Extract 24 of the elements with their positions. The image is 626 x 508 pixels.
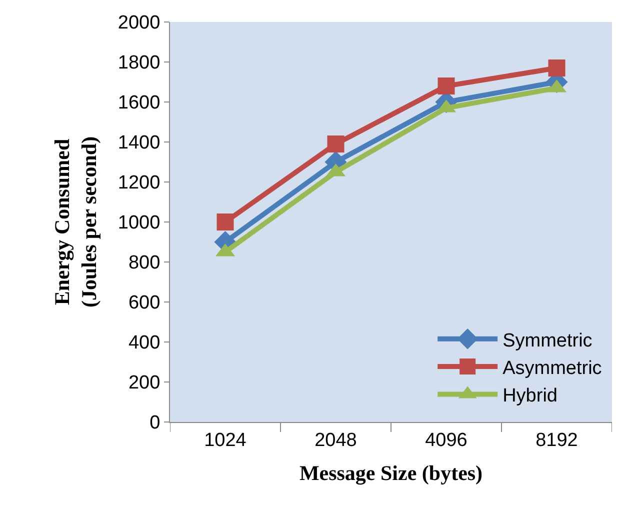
- y-tick-label: 0: [150, 412, 160, 434]
- x-tick-label: 1024: [204, 430, 247, 451]
- y-tick-label: 1000: [118, 212, 160, 234]
- y-axis-title: Energy Consumed (Joules per second): [50, 136, 102, 308]
- point: [327, 136, 344, 152]
- y-tick-label: 2000: [118, 12, 160, 34]
- y-tick-label: 800: [128, 252, 160, 274]
- y-tick-label: 600: [128, 292, 160, 314]
- legend-label: Asymmetric: [502, 358, 602, 379]
- y-tick-label: 1400: [118, 132, 160, 154]
- x-tick-label: 4096: [425, 430, 468, 451]
- y-tick-label: 200: [128, 372, 160, 394]
- y-tick-label: 1600: [118, 92, 160, 114]
- point: [548, 60, 566, 76]
- legend-label: Symmetric: [502, 330, 592, 352]
- x-tick-label: 2048: [314, 430, 357, 451]
- x-axis-title: Message Size (bytes): [299, 461, 483, 485]
- y-tick-label: 1200: [118, 172, 160, 194]
- point: [216, 214, 234, 230]
- y-tick-label: 1800: [118, 52, 160, 74]
- legend-label: Hybrid: [502, 386, 558, 407]
- y-tick-label: 400: [128, 332, 160, 354]
- x-tick-label: 8192: [536, 430, 578, 451]
- point: [438, 78, 455, 94]
